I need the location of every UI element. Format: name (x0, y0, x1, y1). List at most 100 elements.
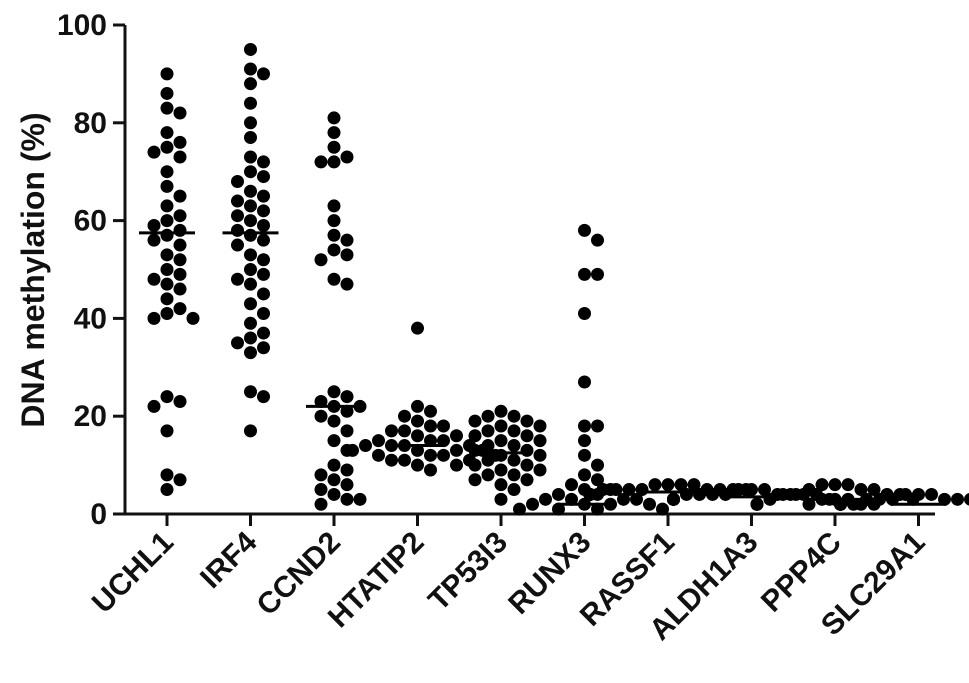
data-point (578, 448, 591, 462)
data-point (327, 434, 341, 448)
data-point (411, 429, 424, 443)
data-point (257, 287, 270, 301)
data-point (160, 228, 174, 242)
data-point (244, 228, 257, 242)
data-point (340, 478, 354, 492)
y-tick-label: 20 (74, 400, 107, 433)
data-point (513, 502, 526, 516)
data-point (763, 492, 777, 506)
data-point (578, 223, 591, 237)
data-point (411, 414, 424, 428)
data-point (231, 174, 244, 188)
data-point (160, 263, 174, 276)
data-point (424, 419, 437, 433)
data-point (591, 267, 604, 281)
data-point (160, 179, 174, 193)
data-point (173, 302, 187, 316)
data-point (591, 473, 604, 487)
data-point (591, 502, 604, 516)
x-axis: UCHL1 IRF4CCND2HTATIP2TP53I3RUNX3RASSF1AL… (86, 512, 935, 647)
data-point (147, 399, 161, 413)
data-point (680, 487, 693, 501)
data-point (398, 453, 411, 467)
data-point (450, 443, 463, 457)
data-point (925, 487, 938, 501)
data-point (583, 487, 597, 501)
data-point (507, 409, 521, 423)
data-point (160, 277, 174, 291)
data-point (327, 243, 341, 257)
data-point (591, 458, 604, 472)
data-point (450, 458, 463, 472)
data-point (693, 487, 706, 501)
data-point (674, 478, 688, 492)
data-point (667, 492, 680, 506)
data-point (565, 492, 578, 506)
y-tick-label: 80 (74, 107, 107, 140)
data-point (565, 478, 578, 492)
data-point (591, 419, 604, 433)
data-point (160, 126, 174, 140)
data-point (327, 155, 341, 169)
data-point (656, 502, 669, 516)
data-point (257, 67, 270, 81)
data-point (867, 483, 881, 497)
data-point (622, 483, 636, 497)
data-point (494, 434, 508, 448)
y-tick-label: 100 (57, 9, 107, 42)
data-point (539, 492, 552, 506)
data-point (635, 483, 649, 497)
y-tick-label: 0 (90, 498, 107, 531)
data-point (520, 473, 534, 487)
data-point (173, 395, 187, 409)
data-point (841, 478, 855, 492)
data-point (578, 434, 591, 448)
data-point (468, 443, 482, 457)
data-point (758, 483, 771, 497)
data-point (173, 189, 187, 203)
data-point (437, 448, 450, 462)
data-point (834, 497, 847, 511)
y-tick-label: 60 (74, 205, 107, 238)
data-point (257, 390, 270, 404)
x-category-label: TP53I3 (422, 526, 514, 618)
data-point (244, 77, 257, 91)
data-point (160, 424, 174, 438)
data-point (520, 429, 534, 443)
data-point (450, 429, 463, 443)
data-point (424, 404, 437, 418)
data-point (244, 385, 257, 399)
data-point (533, 434, 547, 448)
data-point (257, 233, 270, 247)
data-point (578, 419, 591, 433)
data-point (494, 478, 508, 492)
x-category-label: IRF4 (194, 525, 264, 595)
data-point (520, 443, 534, 457)
data-point (578, 468, 591, 482)
data-point (160, 248, 174, 262)
data-point (257, 307, 270, 321)
data-point (244, 331, 257, 345)
data-point (257, 267, 270, 281)
data-point (173, 150, 187, 164)
x-category-label: UCHL1 (86, 526, 180, 620)
median-lines (139, 231, 947, 506)
data-point (244, 263, 257, 276)
data-point (815, 478, 829, 492)
data-point (173, 282, 187, 296)
data-point (507, 468, 521, 482)
data-point (327, 111, 341, 125)
data-point (520, 458, 534, 472)
data-point (687, 478, 701, 492)
data-point (520, 414, 534, 428)
data-point (244, 96, 257, 110)
data-point (160, 292, 174, 306)
data-point (481, 424, 495, 438)
data-point (147, 145, 161, 159)
y-axis: 0 20 40 60 80 100 (57, 9, 127, 531)
data-point (244, 184, 257, 198)
data-point (244, 116, 257, 130)
data-point (643, 497, 656, 511)
data-point (372, 434, 385, 448)
